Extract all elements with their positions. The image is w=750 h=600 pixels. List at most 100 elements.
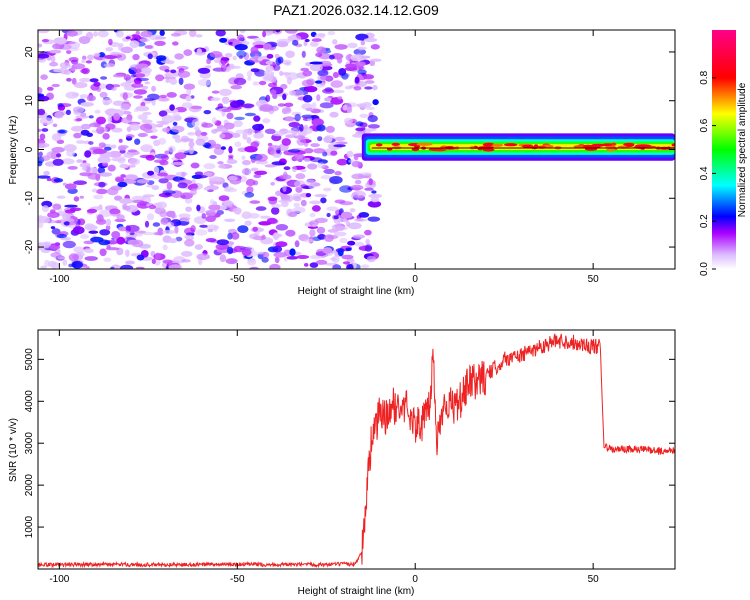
noise-blob xyxy=(219,254,227,263)
noise-blob xyxy=(157,227,164,236)
noise-blob xyxy=(172,134,181,140)
noise-blob xyxy=(264,128,276,134)
noise-blob xyxy=(64,204,78,208)
noise-blob xyxy=(88,115,94,119)
noise-blob xyxy=(129,40,140,48)
colorbar-label: Normalized spectral amplitude xyxy=(737,82,748,217)
noise-blob xyxy=(311,205,321,212)
noise-blob xyxy=(304,38,310,43)
noise-blob xyxy=(108,150,122,158)
noise-blob xyxy=(220,64,227,72)
noise-blob xyxy=(73,196,80,202)
noise-blob xyxy=(49,61,59,67)
noise-blob xyxy=(73,106,85,113)
noise-blob xyxy=(284,62,292,66)
noise-blob xyxy=(365,238,370,246)
noise-blob xyxy=(93,52,101,57)
noise-blob xyxy=(360,264,370,269)
noise-blob xyxy=(280,83,288,90)
noise-blob xyxy=(171,125,185,133)
noise-blob xyxy=(342,261,351,265)
noise-blob xyxy=(151,85,157,92)
noise-blob xyxy=(93,194,104,200)
snr-ticks: -100 -50 0 50 1000 2000 3000 4000 5000 xyxy=(24,330,675,585)
noise-blob xyxy=(267,142,273,147)
noise-blob xyxy=(38,151,43,157)
noise-blob xyxy=(320,175,332,180)
noise-blob xyxy=(209,51,223,58)
signal-hotspot xyxy=(375,143,383,147)
noise-blob xyxy=(196,253,210,260)
noise-blob xyxy=(283,166,291,171)
noise-blob xyxy=(217,161,224,165)
noise-blob xyxy=(275,30,281,33)
noise-blob xyxy=(136,179,150,184)
noise-blob xyxy=(43,241,52,247)
noise-blob xyxy=(277,56,284,64)
noise-blob xyxy=(230,85,242,90)
noise-blob xyxy=(111,87,117,91)
colorbar-tick-label: 0.8 xyxy=(699,70,710,84)
noise-blob xyxy=(135,30,140,36)
noise-blob xyxy=(264,72,272,80)
noise-blob xyxy=(148,205,157,210)
noise-blob xyxy=(147,213,155,221)
noise-blob xyxy=(299,124,304,132)
noise-blob xyxy=(351,173,365,180)
noise-blob xyxy=(79,94,89,99)
y-tick-label: 5000 xyxy=(24,348,35,371)
noise-blob xyxy=(188,140,195,148)
noise-blob xyxy=(120,46,133,54)
noise-blob xyxy=(196,204,201,212)
noise-blob xyxy=(98,142,106,149)
noise-blob xyxy=(49,209,56,214)
noise-blob xyxy=(323,234,334,243)
noise-blob xyxy=(154,40,166,47)
noise-blob xyxy=(136,201,151,209)
noise-blob xyxy=(353,218,368,222)
noise-blob xyxy=(322,247,333,254)
noise-blob xyxy=(317,69,329,77)
noise-blob xyxy=(94,109,101,114)
noise-blob xyxy=(51,55,56,63)
noise-blob xyxy=(84,223,95,231)
noise-blob xyxy=(268,82,277,88)
signal-hotspot xyxy=(416,142,433,146)
noise-blob xyxy=(99,229,111,236)
noise-blob xyxy=(155,55,167,61)
noise-blob xyxy=(301,114,315,119)
noise-blob xyxy=(337,57,343,64)
noise-blob xyxy=(309,41,319,47)
noise-blob xyxy=(177,182,188,189)
noise-blob xyxy=(71,260,83,269)
noise-blob xyxy=(158,178,169,184)
noise-blob xyxy=(52,123,58,128)
noise-blob xyxy=(319,65,333,71)
noise-blob xyxy=(294,240,300,248)
noise-blob xyxy=(284,30,298,34)
noise-blob xyxy=(66,77,72,82)
noise-blob xyxy=(64,209,76,214)
noise-blob xyxy=(79,162,91,168)
noise-blob xyxy=(246,186,254,194)
noise-blob xyxy=(368,193,383,199)
noise-blob xyxy=(305,179,316,185)
noise-blob xyxy=(194,171,204,176)
noise-blob xyxy=(40,74,48,80)
noise-blob xyxy=(56,233,67,239)
noise-blob xyxy=(259,215,271,219)
noise-blob xyxy=(161,115,176,123)
y-tick-label: -10 xyxy=(24,191,35,206)
noise-blob xyxy=(41,205,49,213)
noise-blob xyxy=(204,210,216,213)
noise-blob xyxy=(75,140,86,144)
colorbar-tick-label: 0.6 xyxy=(699,118,710,132)
noise-blob xyxy=(233,77,247,86)
noise-blob xyxy=(360,40,365,46)
noise-blob xyxy=(66,30,78,37)
noise-blob xyxy=(50,261,60,269)
noise-blob xyxy=(133,232,143,237)
noise-blob xyxy=(65,109,71,116)
noise-blob xyxy=(315,259,328,265)
noise-blob xyxy=(38,128,42,132)
